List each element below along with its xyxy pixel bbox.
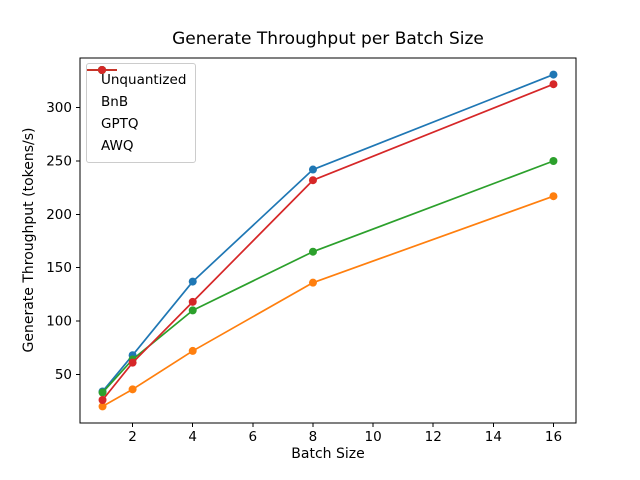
- data-point-gptq-x1: [98, 388, 107, 397]
- y-tick-label: 50: [55, 367, 72, 383]
- legend-entry-bnb: BnB: [87, 66, 186, 113]
- chart-title: Generate Throughput per Batch Size: [172, 29, 484, 49]
- legend-line-sample: [87, 66, 117, 74]
- x-tick-label: 6: [249, 429, 258, 445]
- data-point-awq-x1: [98, 396, 107, 405]
- data-point-gptq-x8: [308, 247, 317, 256]
- x-tick-label: 14: [485, 429, 502, 445]
- x-tick-label: 4: [188, 429, 197, 445]
- x-tick-label: 2: [128, 429, 137, 445]
- y-tick-label: 300: [46, 100, 72, 116]
- data-point-unquantized-x16: [549, 70, 558, 79]
- y-tick-label: 200: [46, 207, 72, 223]
- data-point-bnb-x1: [98, 402, 107, 411]
- y-tick-label: 100: [46, 314, 72, 330]
- x-tick-label: 12: [425, 429, 442, 445]
- legend-entry-gptq: GPTQ: [87, 66, 186, 135]
- x-axis-label: Batch Size: [291, 446, 365, 462]
- data-point-awq-x8: [308, 176, 317, 185]
- data-point-awq-x2: [128, 358, 137, 367]
- data-point-bnb-x4: [188, 346, 197, 355]
- legend-label: BnB: [101, 94, 129, 110]
- data-point-awq-x4: [188, 297, 197, 306]
- data-point-bnb-x8: [308, 278, 317, 287]
- x-tick-label: 16: [545, 429, 562, 445]
- data-point-bnb-x2: [128, 385, 137, 394]
- data-point-unquantized-x4: [188, 277, 197, 286]
- legend: Unquantized BnB GPTQ AWQ: [86, 63, 197, 163]
- x-tick-label: 8: [309, 429, 318, 445]
- legend-entry-awq: AWQ: [87, 66, 186, 157]
- y-tick-label: 250: [46, 154, 72, 170]
- data-point-unquantized-x8: [308, 165, 317, 174]
- data-point-awq-x16: [549, 80, 558, 89]
- y-tick-label: 150: [46, 260, 72, 276]
- legend-label: GPTQ: [101, 116, 139, 132]
- series-line-bnb: [102, 195, 554, 408]
- data-point-gptq-x16: [549, 157, 558, 166]
- plot-border: [79, 57, 577, 424]
- x-tick-label: 10: [364, 429, 381, 445]
- legend-label: AWQ: [101, 138, 134, 154]
- y-axis-label: Generate Throughput (tokens/s): [21, 127, 37, 353]
- legend-label: Unquantized: [101, 72, 187, 88]
- data-point-gptq-x4: [188, 306, 197, 315]
- data-point-bnb-x16: [549, 192, 558, 201]
